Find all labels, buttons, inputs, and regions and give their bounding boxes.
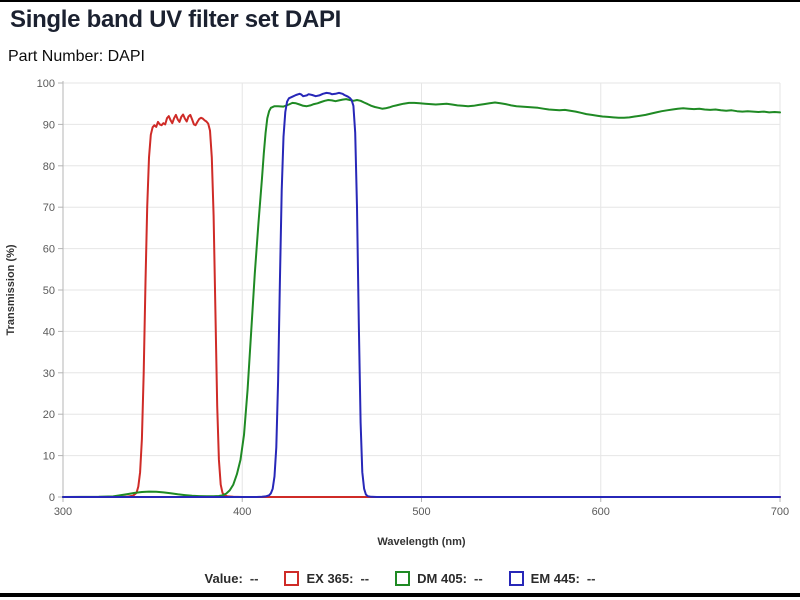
chart-legend: Value: -- EX 365: -- DM 405: -- EM 445: … xyxy=(0,566,800,590)
y-tick-label: 10 xyxy=(43,451,55,463)
chart-canvas: 0 10 20 30 40 50 60 70 80 90 100 300 400 500 600 700 Wav… xyxy=(5,78,789,548)
y-tick-label: 0 xyxy=(49,492,55,504)
legend-label-ex365: EX 365: xyxy=(306,570,354,586)
bottom-border xyxy=(0,593,800,597)
series-em-445 xyxy=(62,91,781,498)
legend-value-ex365: -- xyxy=(360,570,370,586)
x-tick-label: 300 xyxy=(54,506,72,518)
legend-value-dm405: -- xyxy=(474,570,483,586)
legend-item-ex365[interactable]: EX 365: -- xyxy=(284,570,370,586)
dm405-color-swatch-icon xyxy=(395,570,411,586)
top-border xyxy=(0,0,800,2)
x-tick-label: 500 xyxy=(412,506,430,518)
y-tick-label: 30 xyxy=(43,368,55,380)
legend-value-label: Value: xyxy=(204,570,243,586)
x-tick-label: 400 xyxy=(233,506,251,518)
em445-color-swatch-icon xyxy=(508,570,524,586)
part-number-label: Part Number: DAPI xyxy=(8,48,145,65)
y-tick-label: 90 xyxy=(43,119,55,131)
y-tick-label: 60 xyxy=(43,244,55,256)
y-tick-label: 40 xyxy=(43,326,55,338)
legend-item-dm405[interactable]: DM 405: -- xyxy=(395,570,483,586)
legend-value: -- xyxy=(249,570,259,586)
x-tick-label: 600 xyxy=(592,506,610,518)
legend-value-em445: -- xyxy=(586,570,596,586)
legend-item-em445[interactable]: EM 445: -- xyxy=(508,570,596,586)
series-dm-405 xyxy=(62,98,781,498)
y-tick-label: 20 xyxy=(43,409,55,421)
y-tick-label: 100 xyxy=(37,78,55,90)
y-tick-label: 80 xyxy=(43,161,55,173)
y-tick-label: 50 xyxy=(43,285,55,297)
y-tick-label: 70 xyxy=(43,202,55,214)
legend-value-group: Value: -- xyxy=(205,571,259,586)
legend-label-em445: EM 445: xyxy=(530,570,580,586)
ex365-color-swatch-icon xyxy=(284,570,300,586)
page-title: Single band UV filter set DAPI xyxy=(10,6,342,33)
y-axis-title: Transmission (%) xyxy=(5,244,17,335)
legend-label-dm405: DM 405: xyxy=(417,570,467,586)
x-axis-title: Wavelength (nm) xyxy=(377,536,466,548)
x-tick-label: 700 xyxy=(771,506,789,518)
transmission-chart: 0 10 20 30 40 50 60 70 80 90 100 300 400 500 600 700 Wav… xyxy=(5,78,789,548)
series-ex-365 xyxy=(62,113,781,498)
